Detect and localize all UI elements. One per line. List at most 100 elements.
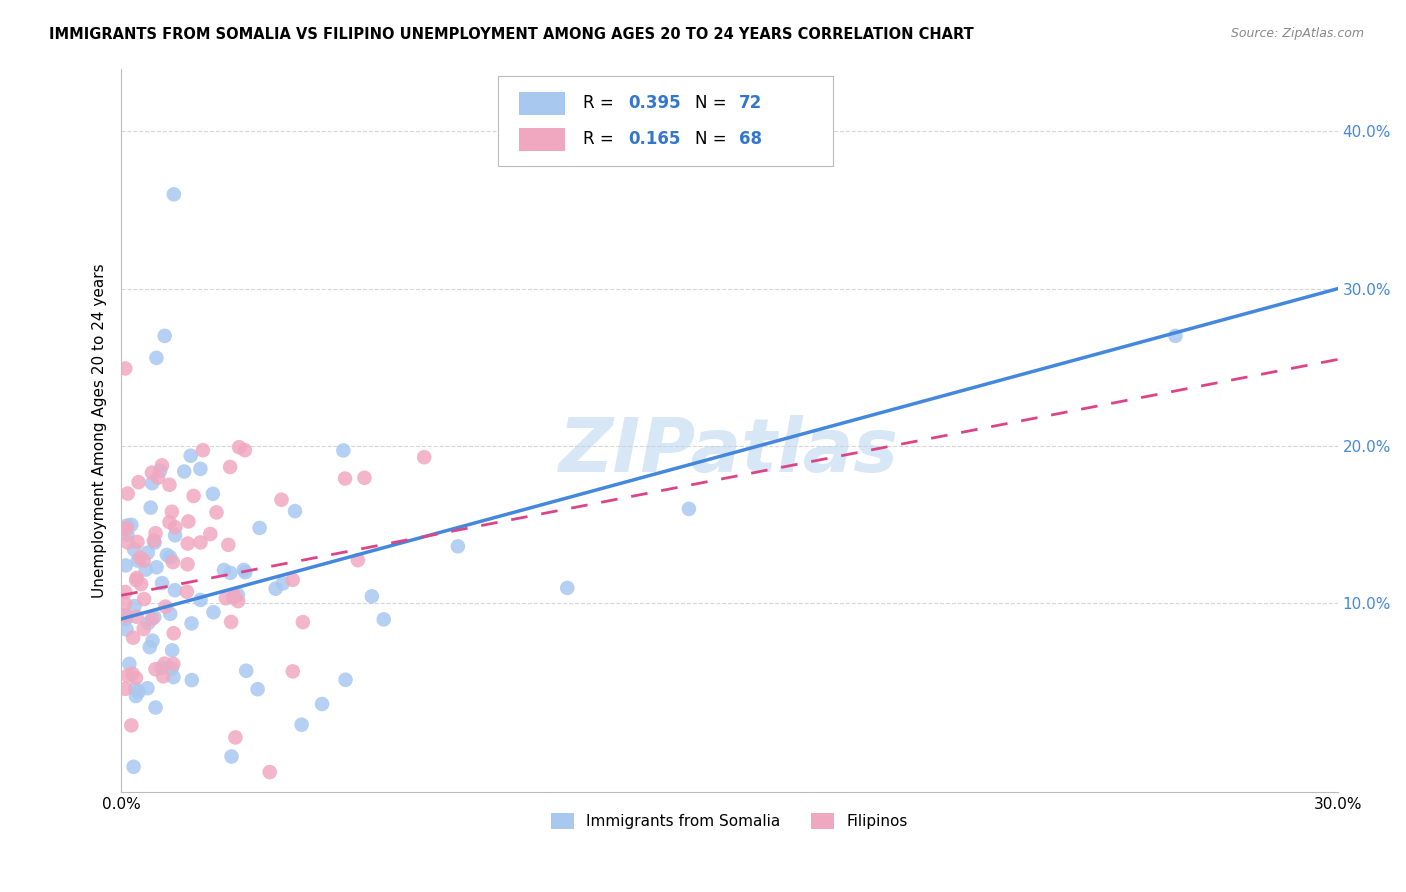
Point [228, 440, 250, 454]
Point [143, 610, 166, 624]
Point [219, 566, 242, 580]
Point [114, 608, 136, 623]
Point [173, 465, 195, 479]
Point [291, 717, 314, 731]
Point [134, 592, 156, 607]
Point [162, 670, 184, 684]
Point [153, 657, 176, 671]
Point [159, 515, 181, 529]
Point [132, 553, 155, 567]
Point [143, 535, 166, 549]
Point [115, 521, 138, 535]
Point [150, 661, 173, 675]
Point [159, 477, 181, 491]
Point [259, 765, 281, 780]
Point [149, 464, 172, 478]
Point [117, 535, 139, 549]
FancyBboxPatch shape [519, 92, 565, 115]
Point [232, 563, 254, 577]
Point [333, 471, 356, 485]
Point [125, 671, 148, 685]
Point [122, 760, 145, 774]
Point [165, 528, 187, 542]
Point [159, 550, 181, 565]
Point [127, 685, 149, 699]
Point [136, 615, 159, 630]
Point [141, 466, 163, 480]
Point [233, 566, 256, 580]
Point [115, 623, 138, 637]
Point [145, 662, 167, 676]
Point [281, 665, 304, 679]
Point [291, 615, 314, 629]
Point [117, 668, 139, 682]
Point [219, 615, 242, 629]
Point [135, 563, 157, 577]
Point [353, 471, 375, 485]
Point [114, 361, 136, 376]
Text: 0.165: 0.165 [628, 130, 681, 148]
Point [114, 522, 136, 536]
Point [205, 505, 228, 519]
Point [118, 657, 141, 671]
FancyBboxPatch shape [498, 76, 832, 166]
Text: N =: N = [696, 95, 733, 112]
Point [180, 673, 202, 687]
Point [124, 681, 146, 696]
Point [190, 535, 212, 549]
Point [180, 616, 202, 631]
Point [215, 591, 238, 606]
Point [226, 594, 249, 608]
Text: R =: R = [583, 130, 620, 148]
Point [139, 500, 162, 515]
Point [141, 633, 163, 648]
Point [190, 593, 212, 607]
Point [150, 576, 173, 591]
Point [127, 535, 149, 549]
Point [120, 517, 142, 532]
Point [160, 643, 183, 657]
Point [235, 664, 257, 678]
Point [360, 589, 382, 603]
Point [163, 187, 186, 202]
Point [160, 505, 183, 519]
Point [141, 612, 163, 626]
Point [136, 681, 159, 696]
Point [146, 471, 169, 485]
Point [447, 539, 470, 553]
Text: 0.395: 0.395 [628, 95, 681, 112]
Point [191, 443, 214, 458]
Point [136, 546, 159, 560]
Point [176, 558, 198, 572]
Point [219, 460, 242, 475]
Point [311, 697, 333, 711]
Point [201, 487, 224, 501]
Point [233, 443, 256, 458]
Point [264, 582, 287, 596]
Point [122, 542, 145, 557]
Point [202, 605, 225, 619]
Point [114, 558, 136, 573]
Point [160, 662, 183, 676]
Text: N =: N = [696, 130, 733, 148]
Point [335, 673, 357, 687]
Point [270, 492, 292, 507]
Point [127, 553, 149, 567]
Point [114, 585, 136, 599]
Point [152, 669, 174, 683]
Y-axis label: Unemployment Among Ages 20 to 24 years: Unemployment Among Ages 20 to 24 years [93, 263, 107, 598]
Point [125, 571, 148, 585]
Point [271, 576, 294, 591]
Point [115, 518, 138, 533]
Point [114, 681, 136, 696]
Legend: Immigrants from Somalia, Filipinos: Immigrants from Somalia, Filipinos [546, 806, 914, 835]
Point [124, 599, 146, 613]
Point [212, 563, 235, 577]
Point [162, 555, 184, 569]
Point [153, 329, 176, 343]
Point [165, 520, 187, 534]
Point [163, 626, 186, 640]
Point [281, 573, 304, 587]
Point [190, 462, 212, 476]
Text: 68: 68 [740, 130, 762, 148]
